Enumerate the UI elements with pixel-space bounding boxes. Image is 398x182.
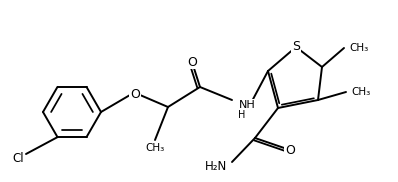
Text: S: S (292, 41, 300, 54)
Text: O: O (187, 56, 197, 68)
Text: CH₃: CH₃ (145, 143, 165, 153)
Text: H₂N: H₂N (205, 161, 227, 173)
Text: O: O (130, 88, 140, 102)
Text: O: O (285, 143, 295, 157)
Text: CH₃: CH₃ (351, 87, 370, 97)
Text: H: H (238, 110, 246, 120)
Text: Cl: Cl (12, 151, 24, 165)
Text: CH₃: CH₃ (349, 43, 368, 53)
Text: NH: NH (239, 100, 256, 110)
